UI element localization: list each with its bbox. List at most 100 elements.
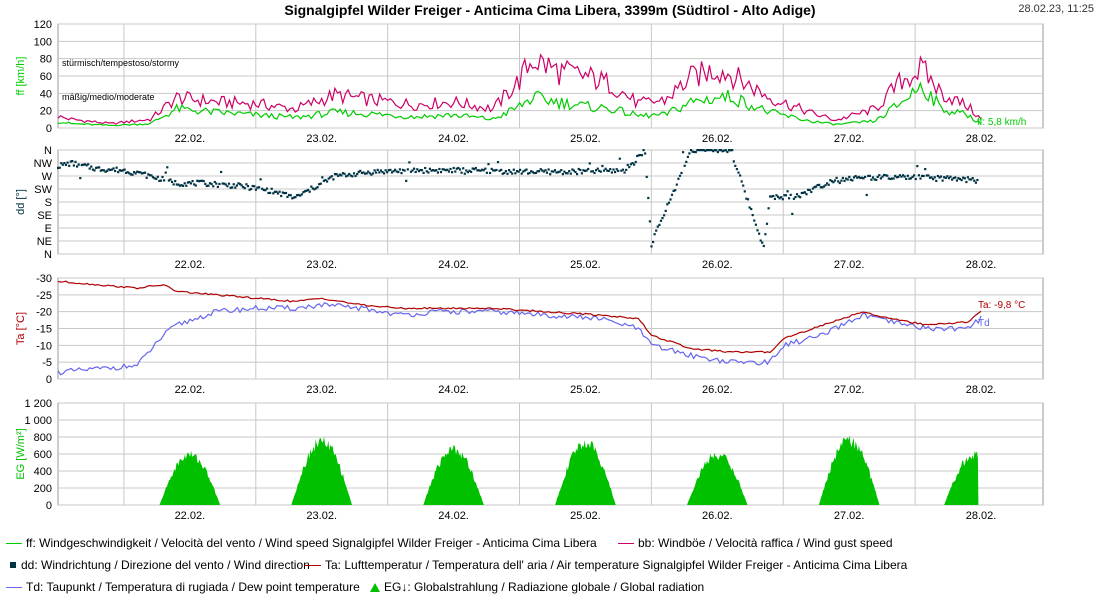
wind-direction-point — [954, 176, 957, 179]
wind-direction-point — [542, 170, 545, 173]
wind-direction-point — [580, 172, 583, 175]
wind-direction-point — [142, 171, 145, 175]
current-temp-label: Ta: -9,8 °C — [978, 300, 1025, 311]
wind-direction-point — [151, 176, 155, 179]
wind-direction-point — [178, 184, 181, 187]
wind-direction-point — [859, 176, 862, 180]
wind-direction-point — [693, 150, 696, 154]
wind-direction-point — [414, 170, 417, 174]
wind-direction-point — [185, 184, 188, 187]
wind-direction-point — [194, 184, 197, 187]
wind-direction-point — [227, 182, 231, 185]
wind-direction-point — [88, 167, 91, 170]
wind-direction-point — [716, 151, 719, 154]
wind-direction-point — [286, 195, 289, 198]
wind-direction-point — [367, 170, 370, 173]
wind-direction-point — [894, 174, 897, 177]
wind-direction-point — [952, 177, 955, 180]
wind-direction-point — [433, 169, 436, 172]
wind-direction-point — [965, 180, 968, 184]
wind-direction-point — [871, 176, 875, 179]
wind-direction-point — [884, 174, 887, 177]
wind-direction-point — [468, 169, 471, 172]
wind-direction-point — [598, 169, 601, 172]
wind-direction-point — [477, 169, 481, 172]
wind-direction-point — [686, 155, 689, 158]
wind-direction-point — [167, 179, 170, 182]
wind-direction-point — [879, 177, 882, 180]
wind-direction-point — [852, 176, 856, 179]
gust-speed-line — [57, 53, 982, 125]
y-tick-label: 0 — [46, 500, 52, 512]
wind-direction-point — [740, 180, 743, 183]
wind-direction-point — [352, 172, 356, 175]
wind-direction-point — [636, 154, 639, 158]
wind-direction-point — [102, 169, 106, 172]
wind-direction-point — [614, 171, 617, 174]
air-temperature-line — [57, 280, 982, 354]
wind-direction-point — [386, 171, 389, 174]
wind-direction-point — [99, 169, 102, 172]
wind-direction-point — [512, 168, 515, 171]
wind-direction-point — [58, 166, 61, 169]
wind-direction-point — [87, 163, 90, 166]
wind-direction-point — [784, 194, 788, 197]
x-tick-label: 24.02. — [438, 133, 469, 145]
wind-direction-point — [202, 180, 205, 183]
wind-direction-point — [83, 163, 87, 166]
wind-direction-point — [561, 173, 564, 176]
wind-direction-point — [549, 173, 552, 176]
legend-ta-swatch — [305, 564, 321, 566]
wind-direction-point — [495, 168, 498, 172]
wind-direction-point — [98, 166, 101, 169]
wind-direction-point — [210, 182, 213, 186]
wind-direction-point — [734, 164, 737, 167]
wind-direction-point — [80, 164, 83, 167]
wind-direction-point — [897, 175, 900, 178]
wind-direction-point — [753, 219, 756, 222]
wind-direction-point — [786, 190, 789, 193]
wind-direction-point — [155, 177, 158, 180]
wind-direction-point — [566, 172, 569, 175]
wind-direction-point — [957, 177, 960, 180]
wind-direction-point — [773, 197, 776, 200]
wind-direction-point — [264, 189, 267, 192]
wind-direction-point — [349, 174, 352, 177]
wind-direction-point — [650, 245, 653, 248]
wind-direction-point — [376, 168, 379, 171]
wind-direction-point — [69, 160, 72, 163]
wind-direction-point — [484, 167, 487, 170]
x-tick-label: 25.02. — [570, 133, 601, 145]
wind-direction-point — [908, 177, 911, 180]
y-tick-label: E — [45, 223, 52, 235]
wind-direction-point — [827, 183, 830, 186]
wind-direction-point — [101, 169, 104, 172]
y-tick-label: 0 — [46, 374, 52, 386]
wind-direction-point — [430, 169, 433, 172]
wind-direction-point — [805, 193, 808, 196]
wind-direction-point — [169, 178, 172, 181]
wind-direction-point — [463, 172, 466, 175]
wind-direction-point — [710, 149, 713, 152]
wind-direction-point — [163, 179, 166, 182]
wind-direction-point — [199, 179, 202, 182]
wind-direction-point — [924, 168, 927, 171]
wind-direction-point — [140, 172, 144, 175]
wind-direction-point — [666, 203, 669, 206]
wind-direction-point — [522, 170, 525, 173]
wind-direction-point — [303, 190, 306, 193]
chart-title: Signalgipfel Wilder Freiger - Anticima C… — [284, 2, 816, 18]
wind-direction-point — [612, 168, 615, 171]
wind-direction-point — [837, 180, 840, 183]
wind-direction-point — [197, 180, 200, 183]
wind-direction-point — [253, 185, 256, 188]
wind-direction-point — [327, 177, 330, 180]
wind-direction-point — [536, 170, 539, 173]
wind-direction-point — [625, 168, 628, 171]
panel-3 — [57, 277, 1044, 380]
wind-direction-point — [955, 179, 958, 182]
wind-direction-point — [851, 179, 854, 182]
wind-direction-point — [201, 179, 204, 182]
panel-4 — [57, 402, 1044, 506]
panel-2 — [57, 149, 1044, 255]
